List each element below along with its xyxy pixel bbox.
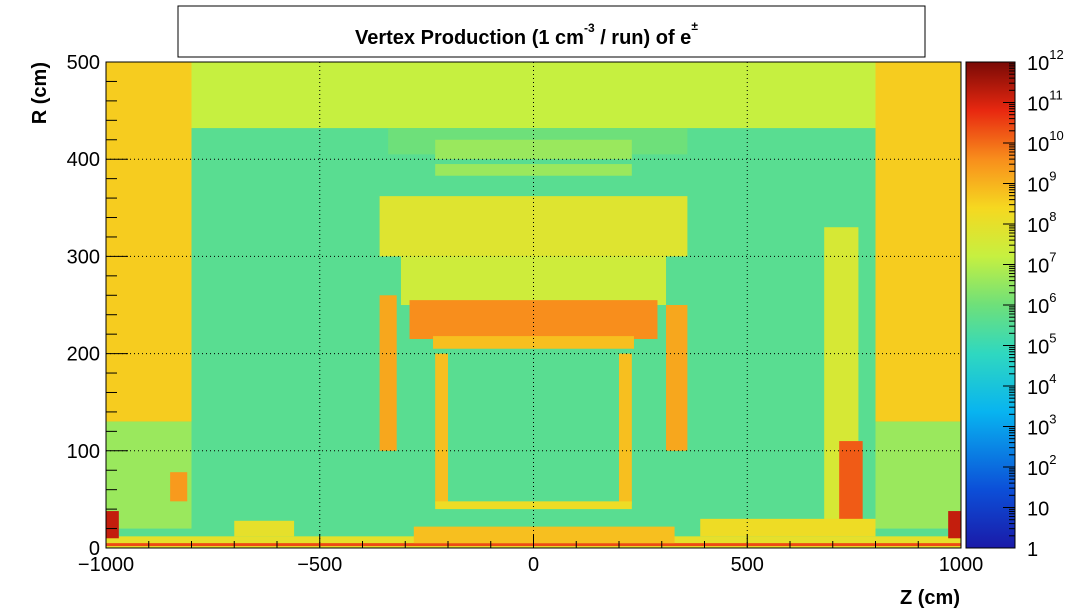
colorbar-label: 107 <box>1027 250 1056 278</box>
colorbar-label: 109 <box>1027 169 1056 197</box>
colorbar-label: 108 <box>1027 209 1056 237</box>
colorbar-label: 105 <box>1027 331 1056 359</box>
y-axis: 0 100 200 300 400 500 <box>67 52 128 560</box>
heatmap-cell-left-inner-wall <box>435 353 448 505</box>
heatmap-cell-left-floor-slab <box>234 520 295 537</box>
heatmap-cell-left-small-block <box>170 472 188 502</box>
x-tick-label: 0 <box>528 554 539 576</box>
heatmap-cell-right-endcap-lower <box>875 421 961 529</box>
heatmap-cell-right-support-2 <box>839 441 863 529</box>
y-tick-label: 500 <box>67 52 100 74</box>
y-tick-label: 0 <box>89 538 100 560</box>
y-tick-label: 400 <box>67 149 100 171</box>
colorbar-label: 1 <box>1027 539 1038 561</box>
y-tick-label: 300 <box>67 246 100 268</box>
colorbar-label: 1012 <box>1027 47 1064 75</box>
heatmap-cell-left-corner <box>106 511 119 539</box>
heatmap-cell-central-floor <box>413 526 675 544</box>
y-tick-label: 100 <box>67 441 100 463</box>
title-box <box>177 5 926 58</box>
heatmap-cell-right-floor-slab <box>700 518 876 537</box>
heatmap-cell-bottom-slab <box>435 501 632 510</box>
heatmap-cell-right-endcap <box>875 62 961 422</box>
heatmap-cell-right-calo-wall <box>666 305 688 451</box>
colorbar-label: 1010 <box>1027 128 1064 156</box>
grid-lines <box>106 62 961 548</box>
heatmap-cell-top-slab-2 <box>435 139 632 160</box>
heatmap-area <box>106 62 961 548</box>
heatmap-cell-right-corner <box>948 511 961 539</box>
colorbar-label: 104 <box>1027 371 1056 399</box>
heatmap-cell-upper-band <box>106 62 961 129</box>
colorbar-label: 1011 <box>1027 88 1063 116</box>
heatmap-cell-calorimeter-upper <box>400 256 667 305</box>
colorbar-ticks: 1 10 102 103 104 105 106 107 108 109 1010 1011 1012 <box>1003 47 1064 561</box>
y-tick-label: 200 <box>67 344 100 366</box>
heatmap-cell-left-calo-wall <box>379 295 397 451</box>
colorbar-label: 102 <box>1027 452 1056 480</box>
x-tick-label: 1000 <box>939 554 984 576</box>
x-tick-label: −1000 <box>78 554 134 576</box>
heatmap-cell-solenoid <box>409 300 658 340</box>
x-axis-label: Z (cm) <box>900 587 960 609</box>
x-tick-label: 500 <box>731 554 764 576</box>
heatmap-cell-right-inner-wall <box>619 353 632 505</box>
x-axis: −1000 −500 0 500 1000 <box>78 534 983 576</box>
x-tick-label: −500 <box>297 554 342 576</box>
colorbar-label: 10 <box>1027 499 1049 521</box>
y-axis-label: R (cm) <box>29 62 51 124</box>
heatmap-cell-top-slab-1 <box>435 164 632 176</box>
colorbar-label: 103 <box>1027 412 1056 440</box>
colorbar-label: 106 <box>1027 290 1056 318</box>
heatmap-cell-left-endcap <box>106 62 192 422</box>
chart-title: Vertex Production (1 cm-3 / run) of e± <box>355 19 698 49</box>
